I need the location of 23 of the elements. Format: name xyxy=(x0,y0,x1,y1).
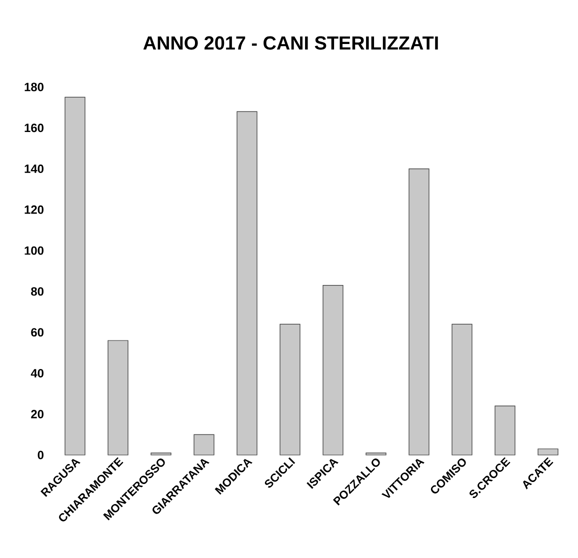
bar xyxy=(236,111,258,456)
y-tick-label: 80 xyxy=(31,287,44,296)
bar xyxy=(64,96,86,456)
bar xyxy=(150,452,172,456)
bar xyxy=(538,448,558,456)
y-tick-label: 0 xyxy=(38,450,44,460)
bar xyxy=(322,285,344,456)
bar xyxy=(194,434,214,456)
y-tick-label: 180 xyxy=(24,82,44,92)
bar xyxy=(366,452,386,456)
y-tick-label: 160 xyxy=(24,124,44,132)
bar xyxy=(108,340,128,456)
y-tick-label: 20 xyxy=(31,410,44,418)
y-tick-label: 140 xyxy=(24,164,44,173)
y-tick-label: 120 xyxy=(24,205,44,214)
y-tick-label: 40 xyxy=(30,368,44,378)
bar xyxy=(408,168,430,456)
bar xyxy=(280,324,300,456)
y-tick-label: 100 xyxy=(24,246,44,255)
chart-title: ANNO 2017 - CANI STERILIZZATI xyxy=(143,36,438,50)
y-tick-label: 60 xyxy=(31,328,44,337)
bar xyxy=(494,406,516,456)
bar xyxy=(452,324,472,456)
